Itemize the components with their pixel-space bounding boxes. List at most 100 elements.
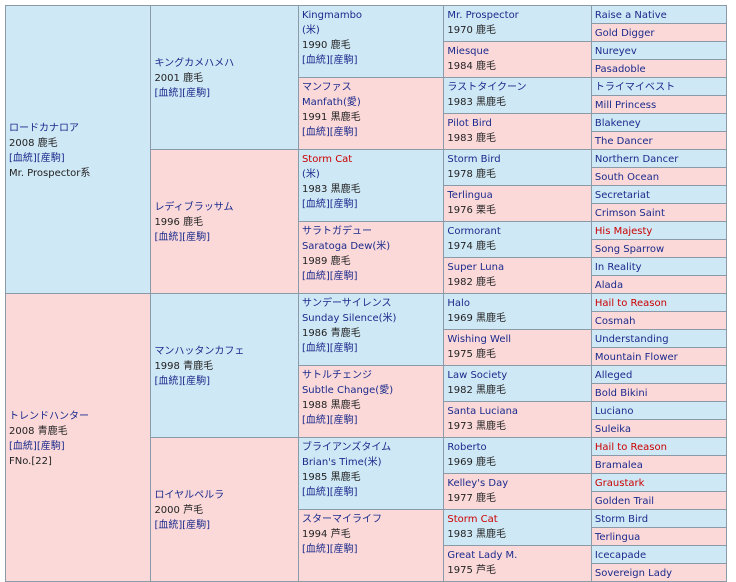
- dd-blood-link[interactable]: [血統]: [154, 520, 183, 531]
- ds-links: [血統][産駒]: [154, 374, 295, 389]
- gen4-name[interactable]: Kelley's Day: [447, 478, 509, 489]
- gen5-name[interactable]: Raise a Native: [594, 10, 667, 21]
- gen5-name[interactable]: His Majesty: [594, 226, 653, 237]
- gen4-name[interactable]: Great Lady M.: [447, 550, 518, 561]
- gen5-cell: South Ocean: [590, 167, 728, 186]
- gen5-name[interactable]: Crimson Saint: [594, 208, 665, 219]
- dd-produce-link[interactable]: [産駒]: [182, 520, 211, 531]
- gen3-blood-link[interactable]: [血統]: [301, 55, 330, 66]
- gen5-name[interactable]: Mill Princess: [594, 100, 657, 111]
- gen3-blood-link[interactable]: [血統]: [301, 415, 330, 426]
- gen5-name[interactable]: Gold Digger: [594, 28, 655, 39]
- gen3-produce-link[interactable]: [産駒]: [329, 343, 358, 354]
- gen5-name[interactable]: Graustark: [594, 478, 645, 489]
- gen5-name[interactable]: Bold Bikini: [594, 388, 648, 399]
- ss-blood-link[interactable]: [血統]: [154, 88, 183, 99]
- ds-name[interactable]: マンハッタンカフェ: [154, 346, 245, 357]
- gen3-name[interactable]: サラトガデュー: [301, 226, 372, 237]
- gen5-name[interactable]: Song Sparrow: [594, 244, 665, 255]
- dam-family-number: FNo.[22]: [9, 455, 52, 467]
- gen3-produce-link[interactable]: [産駒]: [329, 415, 358, 426]
- gen5-name[interactable]: Bramalea: [594, 460, 643, 471]
- gen4-name[interactable]: ラストタイクーン: [447, 82, 527, 93]
- gen3-name[interactable]: ブライアンズタイム: [301, 442, 392, 453]
- gen4-name[interactable]: Storm Cat: [447, 514, 498, 525]
- gen3-links: [血統][産駒]: [302, 542, 440, 557]
- gen4-name[interactable]: Law Society: [447, 370, 508, 381]
- dam-name[interactable]: トレンドハンター: [9, 410, 89, 422]
- gen5-name[interactable]: Mountain Flower: [594, 352, 678, 363]
- gen3-blood-link[interactable]: [血統]: [301, 544, 330, 555]
- gen4-name[interactable]: Pilot Bird: [447, 118, 492, 129]
- gen4-name[interactable]: Terlingua: [447, 190, 493, 201]
- gen3-blood-link[interactable]: [血統]: [301, 271, 330, 282]
- gen5-name[interactable]: Hail to Reason: [594, 298, 667, 309]
- gen5-name[interactable]: Blakeney: [594, 118, 641, 129]
- gen3-info: 1990 鹿毛: [301, 40, 351, 51]
- gen3-links: [血統][産駒]: [302, 53, 440, 68]
- gen3-name[interactable]: Kingmambo: [301, 10, 363, 21]
- gen5-name[interactable]: Northern Dancer: [594, 154, 679, 165]
- sd-blood-link[interactable]: [血統]: [154, 232, 183, 243]
- gen3-blood-link[interactable]: [血統]: [301, 487, 330, 498]
- gen5-name[interactable]: トライマイベスト: [594, 82, 676, 93]
- gen3-produce-link[interactable]: [産駒]: [329, 199, 358, 210]
- ds-produce-link[interactable]: [産駒]: [182, 376, 211, 387]
- gen5-name[interactable]: The Dancer: [594, 136, 653, 147]
- gen3-name[interactable]: スターマイライフ: [301, 514, 382, 525]
- gen5-name[interactable]: Luciano: [594, 406, 634, 417]
- gen5-name[interactable]: Alada: [594, 280, 624, 291]
- sd-name[interactable]: レディブラッサム: [154, 202, 234, 213]
- gen3-name[interactable]: サトルチェンジ: [301, 370, 372, 381]
- dam-produce-link[interactable]: [産駒]: [36, 440, 65, 452]
- gen4-info: 1983 黒鹿毛: [447, 97, 507, 108]
- gen3-name[interactable]: マンファス: [301, 82, 352, 93]
- gen4-name[interactable]: Halo: [447, 298, 470, 309]
- ds-blood-link[interactable]: [血統]: [154, 376, 183, 387]
- gen5-name[interactable]: Secretariat: [594, 190, 650, 201]
- gen3-produce-link[interactable]: [産駒]: [329, 487, 358, 498]
- gen3-name[interactable]: Storm Cat: [301, 154, 353, 165]
- gen5-name[interactable]: Sovereign Lady: [594, 568, 673, 579]
- gen3-produce-link[interactable]: [産駒]: [329, 127, 358, 138]
- gen5-name[interactable]: Pasadoble: [594, 64, 646, 75]
- gen4-name[interactable]: Miesque: [447, 46, 489, 57]
- gen3-blood-link[interactable]: [血統]: [301, 199, 330, 210]
- gen5-name[interactable]: Alleged: [594, 370, 633, 381]
- gen3-produce-link[interactable]: [産駒]: [329, 55, 358, 66]
- gen3-blood-link[interactable]: [血統]: [301, 127, 330, 138]
- gen4-name[interactable]: Super Luna: [447, 262, 505, 273]
- gen5-name[interactable]: Hail to Reason: [594, 442, 667, 453]
- gen5-name[interactable]: South Ocean: [594, 172, 660, 183]
- gen4-name[interactable]: Roberto: [447, 442, 487, 453]
- gen5-cell: Mill Princess: [590, 95, 728, 114]
- gen3-info: 1991 黒鹿毛: [301, 112, 361, 123]
- gen5-name[interactable]: Terlingua: [594, 532, 641, 543]
- sire-blood-link[interactable]: [血統]: [9, 152, 37, 164]
- gen3-produce-link[interactable]: [産駒]: [329, 544, 358, 555]
- gen5-name[interactable]: Suleika: [594, 424, 632, 435]
- gen5-name[interactable]: Understanding: [594, 334, 669, 345]
- ss-produce-link[interactable]: [産駒]: [182, 88, 211, 99]
- ss-name[interactable]: キングカメハメハ: [154, 58, 235, 69]
- dd-name[interactable]: ロイヤルペルラ: [154, 490, 225, 501]
- gen5-name[interactable]: Icecapade: [594, 550, 647, 561]
- gen5-name[interactable]: Cosmah: [594, 316, 636, 327]
- gen3-name[interactable]: サンデーサイレンス: [301, 298, 392, 309]
- gen3-produce-link[interactable]: [産駒]: [329, 271, 358, 282]
- gen5-name[interactable]: In Reality: [594, 262, 642, 273]
- sd-produce-link[interactable]: [産駒]: [182, 232, 211, 243]
- pedigree-row: Pilot Bird 1983 鹿毛 Blakeney: [6, 113, 728, 150]
- gen3-blood-link[interactable]: [血統]: [301, 343, 330, 354]
- gen5-name[interactable]: Golden Trail: [594, 496, 655, 507]
- gen4-name[interactable]: Santa Luciana: [447, 406, 519, 417]
- sire-produce-link[interactable]: [産駒]: [36, 152, 65, 164]
- sire-name[interactable]: ロードカナロア: [9, 122, 79, 134]
- gen5-name[interactable]: Storm Bird: [594, 514, 649, 525]
- gen4-name[interactable]: Cormorant: [447, 226, 501, 237]
- gen4-name[interactable]: Wishing Well: [447, 334, 512, 345]
- gen4-name[interactable]: Storm Bird: [447, 154, 501, 165]
- gen5-name[interactable]: Nureyev: [594, 46, 637, 57]
- gen4-name[interactable]: Mr. Prospector: [447, 10, 519, 21]
- dam-blood-link[interactable]: [血統]: [9, 440, 37, 452]
